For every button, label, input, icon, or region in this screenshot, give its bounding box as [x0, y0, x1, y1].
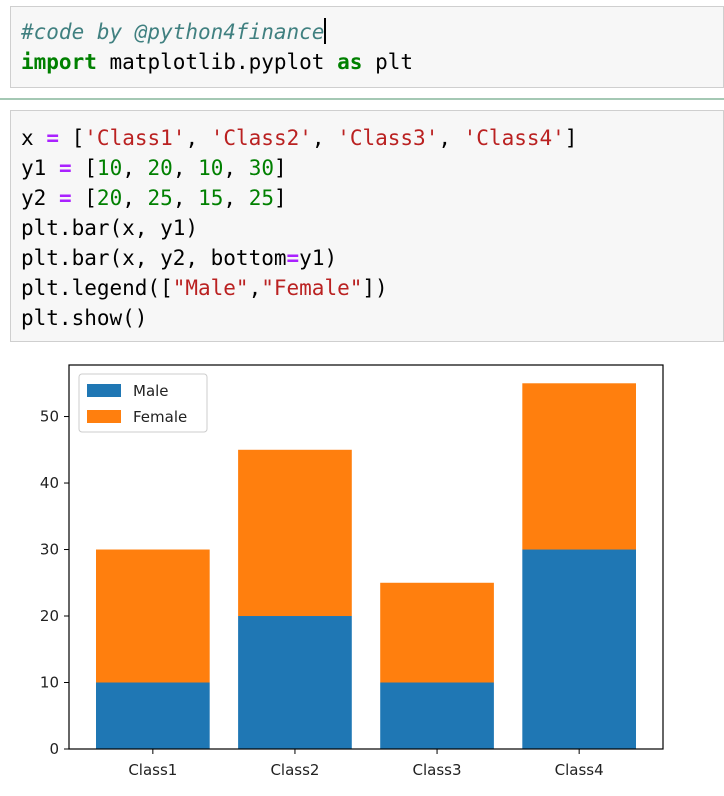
var-x: x	[21, 126, 34, 150]
code-line-2: y1 = [10, 20, 10, 30]	[21, 156, 287, 180]
bracket-open: [	[84, 186, 97, 210]
ticks-layer: Class1 Class2 Class3 Class4 0 10 20 30 40 50	[40, 408, 604, 779]
string-male: "Male"	[172, 276, 249, 300]
separator: ,	[223, 186, 249, 210]
number: 20	[96, 186, 123, 210]
bar-class4-male	[522, 549, 636, 749]
code-text: ])	[362, 276, 388, 300]
number: 25	[248, 186, 274, 210]
string-class2: 'Class2'	[210, 126, 312, 150]
string-class3: 'Class3'	[337, 126, 439, 150]
bars-layer	[96, 383, 636, 749]
code-editor-1[interactable]: #code by @python4finance import matplotl…	[21, 17, 413, 77]
x-tick-label: Class3	[413, 761, 462, 779]
var-y2: y2	[21, 186, 47, 210]
code-comment: #code by @python4finance	[21, 20, 325, 44]
separator: ,	[122, 156, 148, 180]
number: 15	[198, 186, 224, 210]
separator: ,	[122, 186, 148, 210]
separator: ,	[438, 126, 464, 150]
y-tick-label: 30	[40, 541, 59, 559]
bar-class1-male	[96, 682, 210, 749]
legend-label-female: Female	[133, 408, 187, 426]
code-line-6: plt.legend(["Male","Female"])	[21, 276, 388, 300]
number: 10	[198, 156, 224, 180]
bracket-close: ]	[274, 156, 287, 180]
x-tick-label: Class2	[270, 761, 319, 779]
code-line-1: x = ['Class1', 'Class2', 'Class3', 'Clas…	[21, 126, 577, 150]
separator: ,	[185, 126, 211, 150]
code-cell-1[interactable]: #code by @python4finance import matplotl…	[10, 6, 724, 88]
separator: ,	[223, 156, 249, 180]
bracket-open: [	[71, 126, 85, 150]
number: 25	[147, 186, 173, 210]
bar-class2-female	[238, 449, 352, 617]
x-tick-label: Class4	[555, 761, 604, 779]
number: 30	[248, 156, 274, 180]
separator: ,	[172, 156, 199, 180]
bracket-close: ]	[274, 186, 287, 210]
axes-frame	[68, 364, 664, 750]
assign-op: =	[58, 186, 72, 210]
y-tick-label: 50	[40, 408, 59, 426]
code-text: plt.bar(x, y2, bottom	[21, 246, 287, 270]
assign-op: =	[286, 246, 300, 270]
legend-label-male: Male	[133, 382, 169, 400]
string-class1: 'Class1'	[84, 126, 186, 150]
code-line-5: plt.bar(x, y2, bottom=y1)	[21, 246, 337, 270]
legend-swatch-male	[87, 384, 121, 397]
y-tick-label: 10	[40, 674, 59, 692]
legend-swatch-female	[87, 410, 121, 423]
cell-output: Class1 Class2 Class3 Class4 0 10 20 30 40 50 Male…	[0, 350, 724, 792]
bar-class3-female	[380, 582, 494, 683]
bracket-close: ]	[564, 126, 578, 150]
stacked-bar-chart: Class1 Class2 Class3 Class4 0 10 20 30 40 50 Male…	[40, 364, 664, 779]
number: 10	[96, 156, 123, 180]
separator: ,	[248, 276, 262, 300]
separator: ,	[311, 126, 338, 150]
import-keyword: import	[21, 50, 97, 74]
y-tick-label: 40	[40, 474, 59, 492]
bar-class2-male	[238, 616, 352, 749]
assign-op: =	[58, 156, 72, 180]
bar-class1-female	[96, 549, 210, 683]
bracket-open: [	[84, 156, 97, 180]
code-text: y1)	[299, 246, 338, 270]
text-cursor	[324, 18, 327, 44]
bar-class4-female	[522, 383, 636, 550]
bar-class3-male	[380, 682, 494, 749]
legend: Male Female	[78, 373, 208, 433]
y-tick-label: 20	[40, 607, 59, 625]
separator: ,	[172, 186, 199, 210]
code-editor-2[interactable]: x = ['Class1', 'Class2', 'Class3', 'Clas…	[21, 123, 577, 333]
number: 20	[147, 156, 173, 180]
code-text: plt.legend([	[21, 276, 173, 300]
cell-divider	[0, 98, 724, 100]
y-tick-label: 0	[49, 740, 59, 758]
code-line-7: plt.show()	[21, 306, 148, 330]
module-alias: plt	[375, 50, 413, 74]
code-cell-2[interactable]: x = ['Class1', 'Class2', 'Class3', 'Clas…	[10, 110, 724, 342]
code-line-4: plt.bar(x, y1)	[21, 216, 199, 240]
string-class4: 'Class4'	[463, 126, 565, 150]
code-line-3: y2 = [20, 25, 15, 25]	[21, 186, 287, 210]
module-name: matplotlib.pyplot	[109, 50, 325, 74]
x-tick-label: Class1	[128, 761, 177, 779]
var-y1: y1	[21, 156, 47, 180]
assign-op: =	[46, 126, 59, 150]
as-keyword: as	[337, 50, 363, 74]
string-female: "Female"	[261, 276, 363, 300]
